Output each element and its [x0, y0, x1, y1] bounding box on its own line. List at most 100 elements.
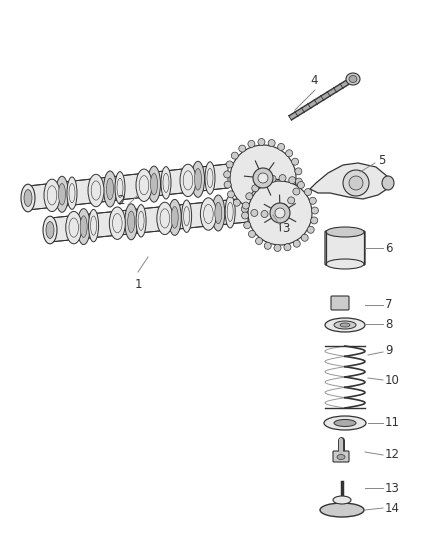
Ellipse shape	[340, 323, 350, 327]
Circle shape	[278, 143, 285, 150]
Ellipse shape	[333, 496, 351, 504]
Text: 6: 6	[385, 241, 392, 254]
Circle shape	[227, 191, 234, 198]
Circle shape	[288, 197, 295, 204]
Text: 3: 3	[282, 222, 290, 235]
Ellipse shape	[161, 167, 171, 199]
Ellipse shape	[151, 173, 158, 195]
Ellipse shape	[67, 177, 77, 209]
Circle shape	[251, 209, 258, 216]
Circle shape	[297, 181, 304, 189]
Circle shape	[301, 235, 308, 241]
Ellipse shape	[194, 168, 201, 190]
Ellipse shape	[115, 172, 125, 204]
Circle shape	[307, 227, 314, 233]
Text: 10: 10	[385, 374, 400, 386]
Ellipse shape	[212, 195, 225, 231]
Ellipse shape	[148, 166, 160, 202]
Circle shape	[292, 158, 299, 165]
Ellipse shape	[59, 183, 66, 205]
Circle shape	[224, 181, 231, 188]
Circle shape	[233, 199, 240, 206]
Text: 12: 12	[385, 448, 400, 462]
Ellipse shape	[128, 211, 134, 232]
Circle shape	[304, 189, 311, 196]
Circle shape	[280, 204, 287, 211]
Ellipse shape	[180, 164, 196, 197]
Circle shape	[349, 176, 363, 190]
Circle shape	[293, 240, 300, 247]
Ellipse shape	[43, 216, 57, 244]
Circle shape	[311, 207, 318, 214]
Circle shape	[231, 152, 238, 159]
Circle shape	[268, 140, 275, 147]
Ellipse shape	[346, 73, 360, 85]
Circle shape	[269, 175, 276, 182]
Ellipse shape	[337, 455, 345, 459]
Circle shape	[230, 145, 296, 211]
Circle shape	[242, 212, 249, 219]
Circle shape	[309, 197, 316, 204]
Circle shape	[258, 173, 268, 183]
Ellipse shape	[106, 178, 113, 200]
Circle shape	[293, 188, 300, 195]
Text: 5: 5	[378, 154, 385, 166]
Ellipse shape	[334, 321, 356, 329]
Ellipse shape	[326, 259, 364, 269]
Circle shape	[295, 178, 302, 185]
Circle shape	[264, 243, 271, 249]
Circle shape	[244, 222, 251, 229]
Ellipse shape	[171, 207, 178, 228]
FancyBboxPatch shape	[333, 451, 349, 462]
Ellipse shape	[215, 202, 222, 224]
Ellipse shape	[136, 205, 146, 237]
Ellipse shape	[44, 179, 60, 212]
Circle shape	[246, 193, 253, 200]
Ellipse shape	[80, 216, 87, 237]
Text: 1: 1	[134, 278, 142, 291]
Ellipse shape	[88, 209, 99, 242]
Ellipse shape	[182, 200, 191, 232]
Text: 7: 7	[385, 298, 392, 311]
Text: 2: 2	[117, 193, 125, 206]
Ellipse shape	[157, 202, 173, 235]
Ellipse shape	[205, 162, 215, 194]
Ellipse shape	[201, 198, 216, 230]
Ellipse shape	[46, 222, 54, 238]
Ellipse shape	[125, 204, 138, 240]
Circle shape	[261, 211, 268, 217]
Circle shape	[239, 145, 246, 152]
Circle shape	[260, 179, 267, 186]
Text: 4: 4	[310, 74, 318, 87]
Ellipse shape	[225, 196, 235, 228]
Ellipse shape	[382, 176, 394, 190]
Circle shape	[255, 238, 262, 245]
Ellipse shape	[325, 318, 365, 332]
Circle shape	[226, 161, 233, 168]
Ellipse shape	[334, 419, 356, 426]
Ellipse shape	[349, 76, 357, 83]
Circle shape	[253, 168, 273, 188]
Polygon shape	[310, 163, 390, 199]
Circle shape	[252, 185, 259, 192]
FancyBboxPatch shape	[331, 296, 349, 310]
Circle shape	[242, 202, 249, 209]
Text: 14: 14	[385, 502, 400, 514]
Polygon shape	[28, 164, 228, 210]
Circle shape	[279, 175, 286, 182]
Ellipse shape	[191, 161, 205, 197]
Circle shape	[271, 208, 278, 215]
Circle shape	[224, 171, 231, 178]
Ellipse shape	[66, 212, 82, 244]
Polygon shape	[50, 198, 248, 242]
Circle shape	[311, 217, 318, 224]
Ellipse shape	[77, 208, 90, 245]
Circle shape	[343, 170, 369, 196]
Text: 9: 9	[385, 344, 392, 358]
Circle shape	[284, 244, 291, 251]
Text: 8: 8	[385, 318, 392, 330]
Ellipse shape	[56, 176, 68, 212]
Ellipse shape	[320, 503, 364, 517]
Text: 11: 11	[385, 416, 400, 430]
Ellipse shape	[136, 169, 152, 201]
